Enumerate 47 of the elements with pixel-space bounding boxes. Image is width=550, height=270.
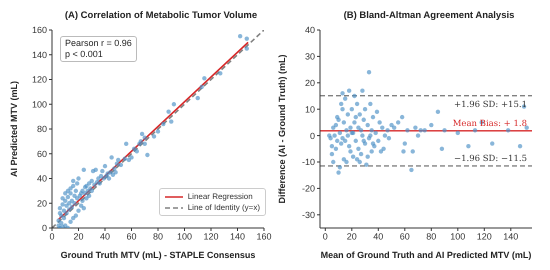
annotation: Pearson r = 0.96 — [65, 38, 132, 49]
x-tick-label: 0 — [322, 231, 328, 242]
y-axis-title: Difference (AI - Ground Truth) (mL) — [277, 54, 288, 204]
x-tick-label: 140 — [230, 231, 246, 242]
x-tick-label: 120 — [476, 231, 492, 242]
chart-title: (A) Correlation of Metabolic Tumor Volume — [64, 10, 258, 21]
x-tick-label: 120 — [203, 231, 219, 242]
y-tick-label: 60 — [36, 148, 47, 159]
y-tick-label: -20 — [302, 184, 315, 194]
y-tick-label: 120 — [32, 74, 47, 85]
annotation: p < 0.001 — [65, 49, 104, 60]
x-tick-label: 80 — [426, 231, 436, 242]
x-tick-label: 160 — [256, 231, 272, 242]
y-tick-label: 40 — [304, 25, 315, 36]
y-tick-label: 0 — [42, 223, 47, 234]
y-tick-label: 140 — [32, 50, 47, 60]
y-tick-label: -30 — [302, 210, 315, 220]
y-tick-label: 20 — [304, 78, 315, 88]
x-tick-label: 100 — [176, 231, 192, 242]
x-tick-label: 20 — [346, 231, 357, 242]
y-tick-label: 30 — [304, 52, 315, 62]
y-axis-title: AI Predicted MTV (mL) — [9, 80, 20, 178]
y-tick-label: 40 — [36, 174, 47, 184]
x-tick-label: 80 — [152, 231, 164, 242]
y-tick-label: 100 — [32, 99, 47, 110]
x-tick-label: 0 — [49, 231, 55, 242]
ref-line-label: −1.96 SD: −11.5 — [454, 154, 527, 164]
y-tick-label: -10 — [302, 157, 315, 168]
legend-label: Linear Regression — [188, 191, 253, 202]
y-tick-label: 0 — [310, 130, 315, 141]
y-tick-label: 10 — [304, 104, 315, 114]
x-tick-label: 60 — [126, 231, 137, 242]
y-tick-label: 80 — [36, 124, 47, 134]
x-tick-label: 140 — [503, 231, 518, 242]
ref-line-label: Mean Bias: + 1.8 — [452, 118, 527, 129]
x-tick-label: 100 — [450, 231, 466, 242]
y-tick-label: 20 — [36, 198, 47, 208]
ref-line-label: +1.96 SD: +15.1 — [454, 100, 527, 110]
legend-label: Line of Identity (y=x) — [188, 202, 260, 213]
chart-title: (B) Bland-Altman Agreement Analysis — [342, 10, 516, 21]
y-tick-label: 160 — [32, 25, 47, 36]
x-tick-label: 40 — [100, 231, 110, 242]
x-tick-label: 20 — [73, 231, 84, 242]
x-tick-label: 40 — [373, 231, 384, 242]
x-axis-title: Mean of Ground Truth and AI Predicted MTV (mL) — [320, 250, 532, 260]
x-axis-title: Ground Truth MTV (mL) - STAPLE Consensus — [60, 250, 256, 260]
x-tick-label: 60 — [400, 231, 410, 242]
